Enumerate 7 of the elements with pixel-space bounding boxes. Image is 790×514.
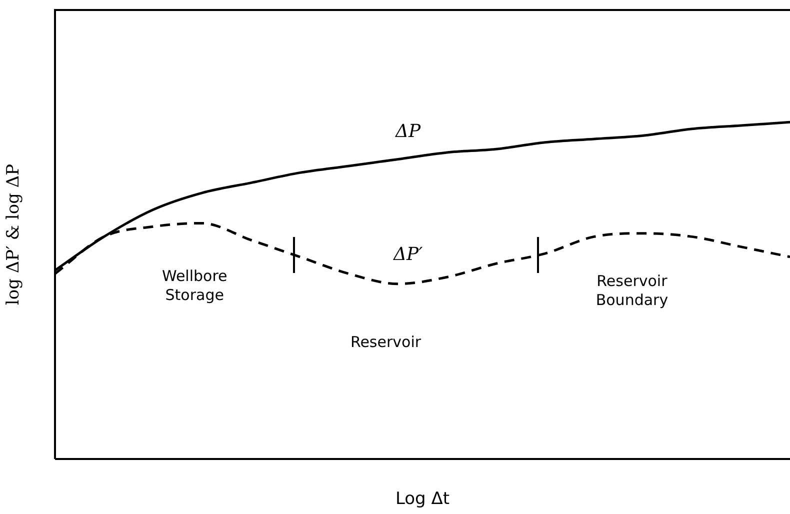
y-axis-title: log ΔP′ & log ΔP [4, 164, 24, 306]
annotation: Wellbore Storage [161, 267, 228, 306]
series-label: ΔP′ [394, 244, 423, 265]
x-axis-title: Log Δt [395, 489, 450, 510]
annotation: Reservoir Boundary [594, 272, 670, 310]
annotation: Reservoir [349, 332, 422, 352]
series-label: ΔP [396, 121, 421, 142]
